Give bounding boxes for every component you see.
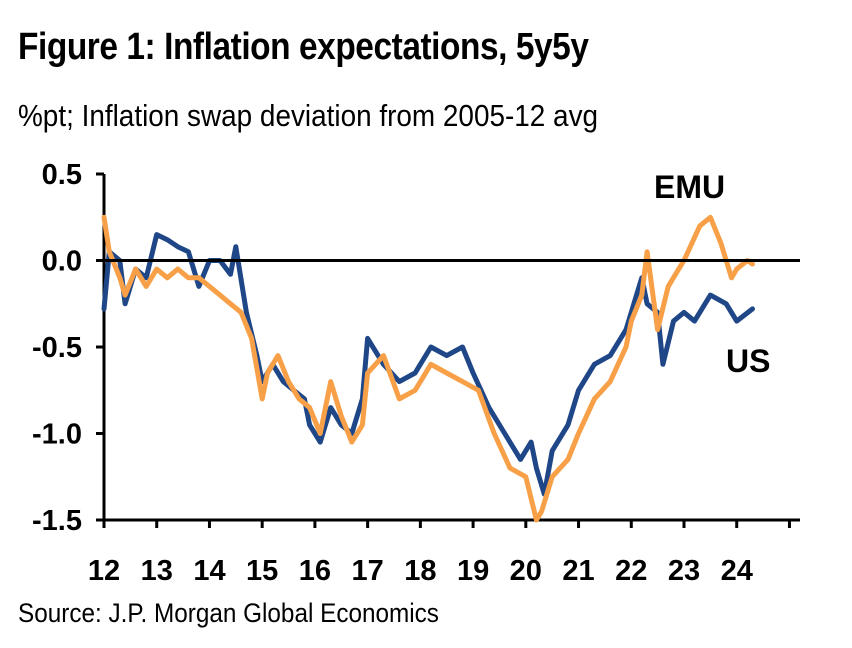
series-label-emu: EMU bbox=[654, 169, 725, 205]
y-tick-label: -1.0 bbox=[32, 419, 82, 451]
x-tick-label: 14 bbox=[193, 555, 225, 587]
x-tick-label: 13 bbox=[141, 555, 173, 587]
x-tick-label: 17 bbox=[352, 555, 384, 587]
x-tick-label: 19 bbox=[457, 555, 489, 587]
x-tick-label: 15 bbox=[246, 555, 278, 587]
x-axis: 12 13 14 15 16 17 18 19 20 21 22 23 24 bbox=[88, 518, 800, 587]
series-layer bbox=[101, 214, 800, 523]
y-tick-label: 0.0 bbox=[42, 246, 82, 278]
series-line-emu bbox=[101, 214, 755, 523]
series-label-us: US bbox=[726, 343, 770, 379]
x-tick-label: 21 bbox=[562, 555, 594, 587]
page-title: Figure 1: Inflation expectations, 5y5y bbox=[18, 26, 589, 68]
x-tick-label: 23 bbox=[668, 555, 700, 587]
x-tick-label: 24 bbox=[721, 555, 753, 587]
y-tick-label: 0.5 bbox=[42, 159, 82, 191]
y-axis: 0.5 0.0 -0.5 -1.0 -1.5 bbox=[32, 159, 106, 537]
source-note: Source: J.P. Morgan Global Economics bbox=[18, 598, 439, 628]
y-tick-label: -1.5 bbox=[32, 505, 82, 537]
x-tick-label: 22 bbox=[615, 555, 647, 587]
x-tick-label: 12 bbox=[88, 555, 120, 587]
series-labels: US EMU bbox=[654, 169, 770, 379]
x-tick-label: 20 bbox=[510, 555, 542, 587]
y-tick-label: -0.5 bbox=[32, 332, 82, 364]
x-tick-label: 18 bbox=[404, 555, 436, 587]
x-tick-label: 16 bbox=[299, 555, 331, 587]
chart-subtitle: %pt; Inflation swap deviation from 2005-… bbox=[18, 98, 599, 133]
